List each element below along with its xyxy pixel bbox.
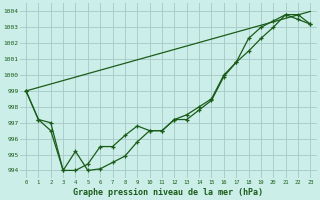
X-axis label: Graphe pression niveau de la mer (hPa): Graphe pression niveau de la mer (hPa) xyxy=(73,188,263,197)
